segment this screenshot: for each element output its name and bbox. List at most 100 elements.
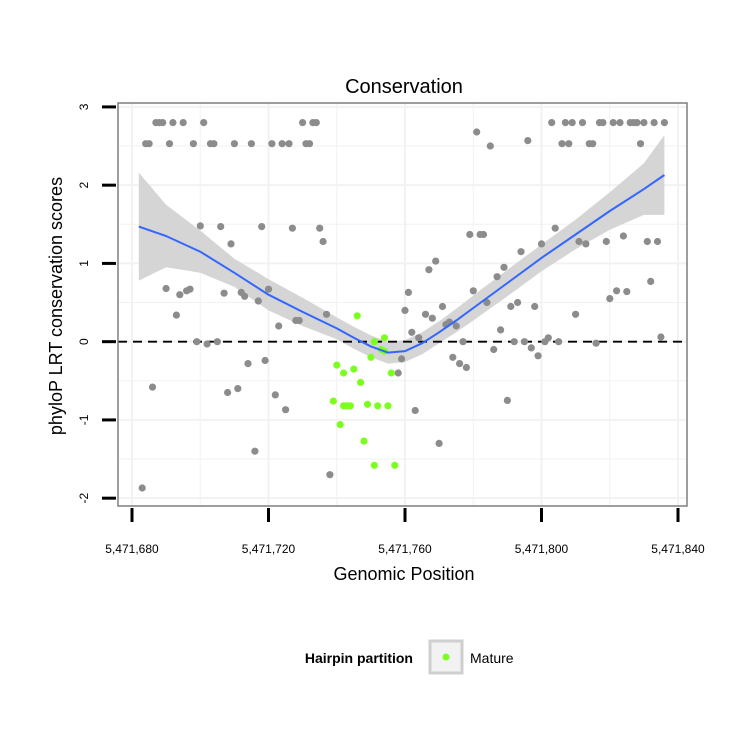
other-point	[599, 119, 607, 127]
y-tick-label: 0	[77, 338, 91, 345]
other-point	[275, 322, 283, 330]
other-point	[537, 240, 546, 248]
confidence-band-layer	[138, 135, 665, 364]
other-point	[473, 128, 481, 136]
mature-point	[384, 402, 392, 410]
other-point	[606, 295, 614, 303]
legend-mature-marker	[442, 653, 450, 661]
legend-label-mature: Mature	[470, 650, 514, 666]
other-point	[394, 369, 402, 377]
other-point	[544, 334, 552, 342]
other-point	[316, 224, 324, 232]
other-point	[271, 391, 279, 399]
other-point	[254, 297, 262, 305]
other-point	[558, 140, 566, 148]
other-point	[172, 311, 180, 319]
other-point	[401, 306, 409, 314]
other-point	[449, 353, 457, 361]
other-point	[660, 119, 669, 127]
other-point	[169, 119, 177, 127]
other-point	[398, 355, 406, 363]
other-point	[643, 237, 651, 246]
other-point	[404, 288, 412, 296]
other-point	[159, 119, 167, 127]
other-point	[435, 439, 443, 447]
mature-point	[370, 461, 378, 469]
confidence-band	[138, 135, 665, 364]
x-axis-label: Genomic Position	[333, 564, 474, 584]
other-point	[186, 285, 194, 293]
other-point	[421, 310, 430, 318]
other-point	[555, 338, 563, 346]
other-point	[520, 338, 529, 346]
other-point	[138, 484, 146, 492]
other-point	[432, 257, 440, 265]
other-point	[452, 322, 460, 330]
other-point	[623, 288, 631, 296]
other-point	[326, 471, 334, 479]
other-point	[456, 360, 464, 368]
other-point	[227, 240, 235, 248]
other-point	[640, 119, 648, 127]
other-point	[148, 383, 157, 391]
other-point	[305, 140, 314, 148]
mature-point	[380, 334, 389, 342]
other-point	[548, 119, 556, 127]
legend: Hairpin partition Mature	[305, 639, 514, 675]
x-tick-label: 5,471,800	[515, 542, 569, 556]
other-point	[247, 140, 255, 148]
other-point	[193, 338, 201, 346]
other-point	[210, 140, 218, 148]
other-point	[217, 223, 225, 231]
other-point	[592, 339, 600, 347]
legend-title: Hairpin partition	[305, 650, 413, 666]
other-point	[428, 314, 436, 322]
other-point	[230, 140, 238, 148]
other-point	[312, 119, 320, 127]
mature-point	[357, 378, 365, 386]
other-point	[278, 140, 286, 148]
other-point	[282, 406, 290, 414]
other-point	[575, 237, 583, 246]
other-point	[469, 287, 477, 295]
other-point	[514, 298, 522, 307]
other-point	[497, 326, 505, 334]
plot-area	[117, 102, 688, 507]
x-tick-label: 5,471,680	[105, 542, 159, 556]
other-point	[653, 237, 662, 246]
other-point	[636, 140, 645, 148]
mature-point	[367, 353, 375, 361]
other-point	[145, 140, 153, 148]
other-point	[527, 344, 535, 352]
other-point	[268, 140, 276, 148]
other-point	[258, 223, 266, 231]
y-tick-label: 3	[77, 103, 91, 110]
mature-point	[374, 402, 382, 410]
other-point	[483, 298, 491, 307]
other-point	[500, 263, 508, 271]
other-point	[551, 224, 559, 232]
mature-point	[387, 369, 395, 377]
other-point	[244, 360, 252, 368]
other-point	[438, 302, 447, 311]
other-point	[189, 140, 197, 148]
other-point	[459, 338, 467, 346]
other-point	[657, 333, 665, 341]
other-point	[415, 334, 423, 342]
mature-point	[329, 397, 337, 405]
other-point	[295, 316, 303, 325]
other-point	[578, 119, 587, 127]
other-point	[650, 119, 658, 127]
other-point	[261, 356, 269, 365]
other-point	[565, 140, 573, 148]
x-tick-label: 5,471,840	[651, 542, 705, 556]
other-point	[322, 310, 331, 318]
other-point	[196, 222, 204, 230]
other-point	[609, 119, 617, 127]
y-tick-label: 2	[77, 182, 91, 189]
y-axis-label: phyloP LRT conservation scores	[46, 177, 66, 435]
y-tick-label: -2	[77, 493, 91, 504]
other-point	[425, 266, 433, 274]
other-point	[162, 284, 170, 293]
